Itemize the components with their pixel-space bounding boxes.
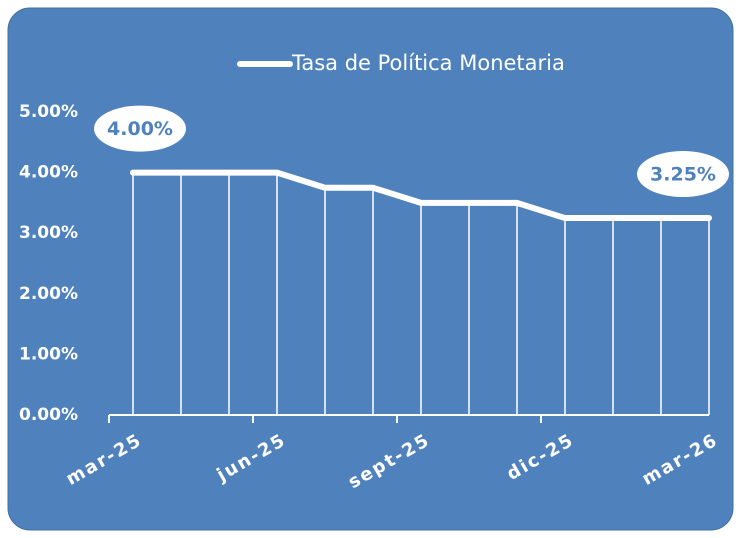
data-label-bubble: [94, 105, 186, 152]
y-tick-label: 3.00%: [19, 223, 78, 243]
data-label-bubble: [637, 151, 729, 198]
data-label: 3.25%: [650, 164, 716, 186]
series-line: [130, 169, 712, 222]
legend-label: Tasa de Política Monetaria: [291, 51, 565, 75]
y-tick-label: 4.00%: [19, 163, 78, 183]
data-label: 4.00%: [107, 118, 173, 140]
y-tick-label: 1.00%: [19, 344, 78, 364]
y-tick-label: 2.00%: [19, 284, 78, 304]
chart-background: [7, 7, 734, 531]
y-tick-label: 0.00%: [19, 405, 78, 425]
y-tick-label: 5.00%: [19, 102, 78, 122]
